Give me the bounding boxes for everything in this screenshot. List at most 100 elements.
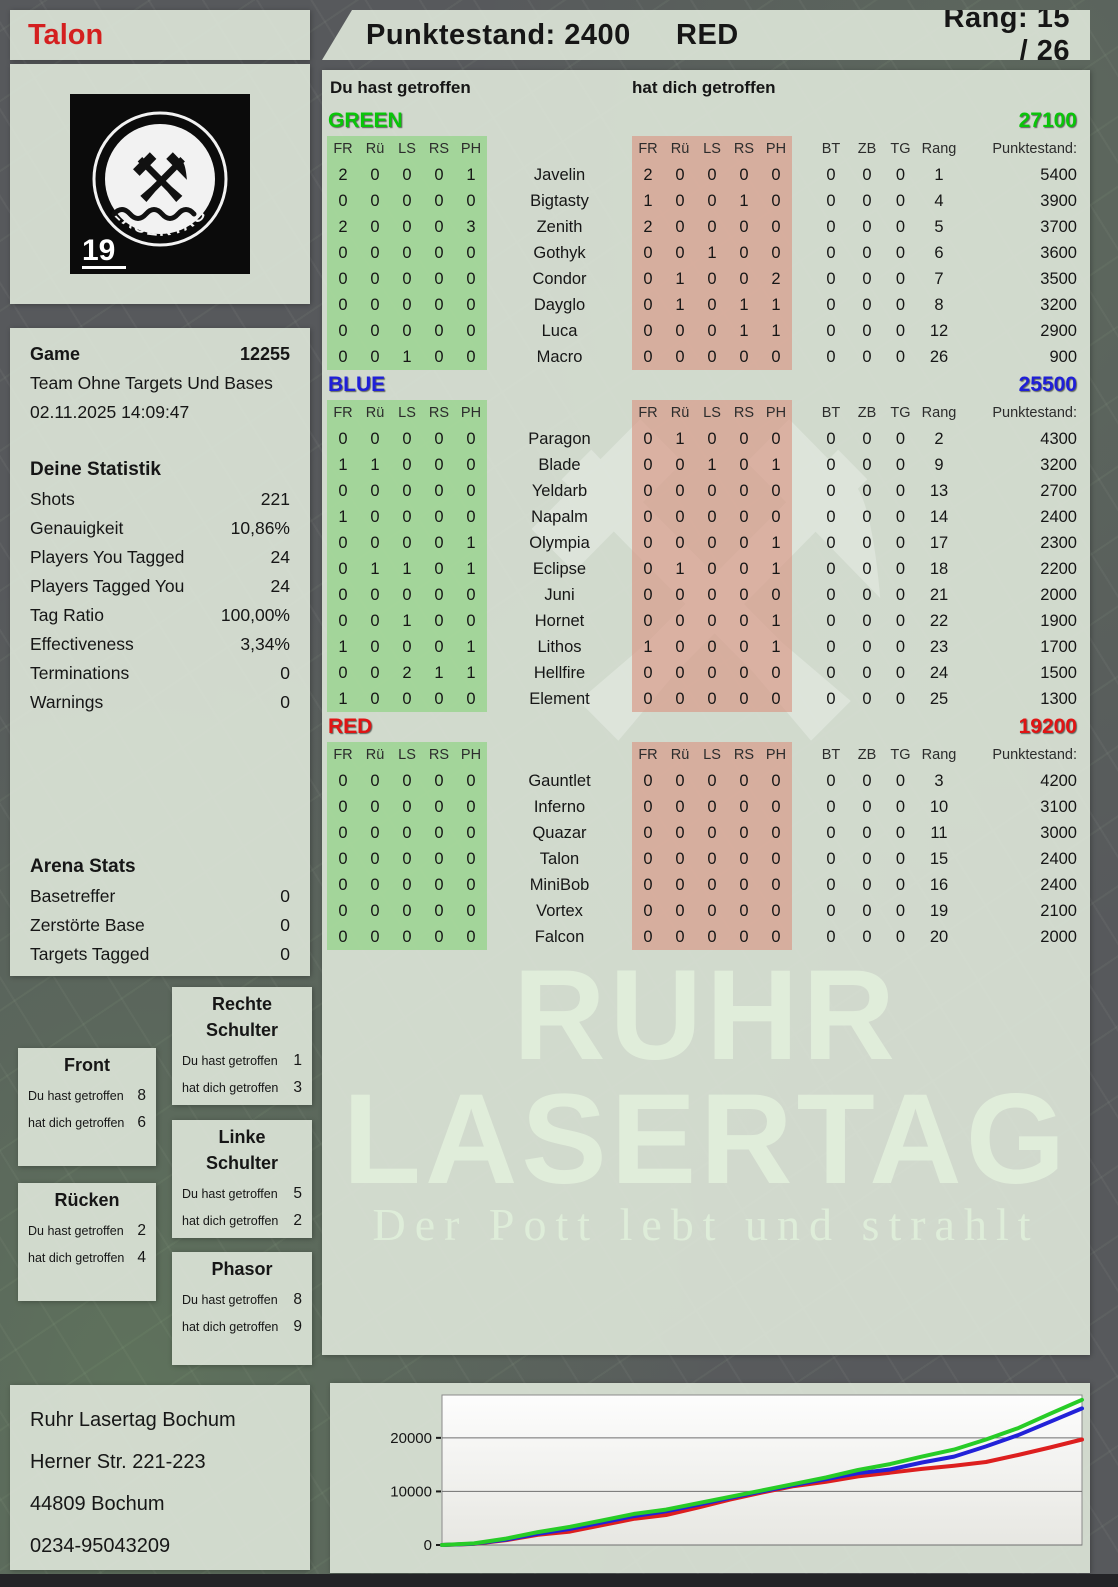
col-header: TG bbox=[890, 405, 911, 421]
player-name: Luca bbox=[541, 321, 578, 340]
hit-you-value: 0 bbox=[696, 556, 728, 582]
you-hit-value: 0 bbox=[327, 608, 359, 634]
player-row-blade: 1 1 0 0 0 Blade 0 0 1 0 1 0 0 0 9 3200 bbox=[322, 452, 1090, 478]
zb-value: 0 bbox=[862, 507, 872, 526]
bt-value: 0 bbox=[826, 559, 836, 578]
tg-value: 0 bbox=[895, 611, 906, 630]
col-header: LS bbox=[391, 136, 423, 162]
you-hit-value: 0 bbox=[455, 426, 487, 452]
hit-you-value: 1 bbox=[760, 292, 792, 318]
hit-you-value: 0 bbox=[728, 846, 760, 872]
bt-value: 0 bbox=[826, 585, 836, 604]
rank-value: 23 bbox=[929, 637, 949, 656]
hit-you-value: 0 bbox=[632, 266, 664, 292]
hit-you-value: 0 bbox=[760, 846, 792, 872]
you-hit-value: 0 bbox=[423, 608, 455, 634]
spacer bbox=[792, 292, 812, 318]
hit-you-value: 1 bbox=[664, 556, 696, 582]
player-row-falcon: 0 0 0 0 0 Falcon 0 0 0 0 0 0 0 0 20 2000 bbox=[322, 924, 1090, 950]
you-hit-value: 2 bbox=[327, 162, 359, 188]
you-hit-value: 0 bbox=[359, 318, 391, 344]
rank-value: 18 bbox=[929, 559, 949, 578]
you-hit-value: 0 bbox=[455, 794, 487, 820]
you-hit-value: 0 bbox=[359, 344, 391, 370]
bodypart-got-row: hat dich getroffen 3 bbox=[182, 1079, 302, 1096]
col-header: ZB bbox=[857, 141, 877, 157]
spacer bbox=[792, 820, 812, 846]
hit-you-value: 1 bbox=[696, 240, 728, 266]
hit-you-value: 0 bbox=[664, 478, 696, 504]
you-hit-value: 0 bbox=[327, 344, 359, 370]
stat-row: Players Tagged You 24 bbox=[30, 576, 290, 596]
hit-you-value: 0 bbox=[760, 214, 792, 240]
you-hit-value: 0 bbox=[391, 924, 423, 950]
bt-value: 0 bbox=[826, 165, 836, 184]
you-hit-value: 0 bbox=[391, 188, 423, 214]
rank-value: 17 bbox=[929, 533, 949, 552]
you-hit-value: 0 bbox=[423, 214, 455, 240]
rank-value: 20 bbox=[929, 927, 949, 946]
you-hit-value: 0 bbox=[359, 872, 391, 898]
player-name: Paragon bbox=[528, 429, 591, 448]
zb-value: 0 bbox=[862, 689, 872, 708]
you-hit-column-label: Du hast getroffen bbox=[330, 78, 471, 97]
you-hit-value: 0 bbox=[391, 452, 423, 478]
you-hit-value: 0 bbox=[455, 608, 487, 634]
you-hit-value: 3 bbox=[455, 214, 487, 240]
zb-value: 0 bbox=[862, 533, 872, 552]
points-value: 3700 bbox=[1040, 217, 1077, 236]
tg-value: 0 bbox=[895, 429, 906, 448]
hit-you-value: 0 bbox=[664, 240, 696, 266]
col-header: FR bbox=[632, 400, 664, 426]
game-row: Game 12255 bbox=[30, 340, 290, 369]
stat-row: Effectiveness 3,34% bbox=[30, 634, 290, 654]
spacer bbox=[792, 240, 812, 266]
hit-you-value: 0 bbox=[664, 686, 696, 712]
hit-you-value: 0 bbox=[664, 608, 696, 634]
hit-you-value: 0 bbox=[728, 924, 760, 950]
hit-you-value: 0 bbox=[632, 582, 664, 608]
player-name: Dayglo bbox=[533, 295, 586, 314]
hit-you-value: 1 bbox=[632, 634, 664, 660]
bt-value: 0 bbox=[826, 533, 836, 552]
stat-row: Genauigkeit 10,86% bbox=[30, 518, 290, 538]
points-value: 2700 bbox=[1040, 481, 1077, 500]
stat-row: Basetreffer 0 bbox=[30, 886, 290, 906]
hit-you-value: 0 bbox=[728, 608, 760, 634]
col-header: Rang bbox=[921, 747, 957, 763]
hit-you-value: 0 bbox=[632, 292, 664, 318]
player-name: Eclipse bbox=[532, 559, 587, 578]
bt-value: 0 bbox=[826, 455, 836, 474]
player-name: Yeldarb bbox=[531, 481, 588, 500]
name-col-header bbox=[487, 136, 632, 162]
points-value: 2200 bbox=[1040, 559, 1077, 578]
stat-row: Tag Ratio 100,00% bbox=[30, 605, 290, 625]
tg-value: 0 bbox=[895, 269, 906, 288]
col-header: Punktestand: bbox=[992, 141, 1077, 157]
you-hit-value: 0 bbox=[391, 686, 423, 712]
hit-you-value: 1 bbox=[760, 556, 792, 582]
player-name-panel: Talon bbox=[10, 10, 310, 60]
hit-you-value: 0 bbox=[664, 530, 696, 556]
points-value: 3200 bbox=[1040, 455, 1077, 474]
bodypart-title: Linke Schulter bbox=[205, 1127, 279, 1173]
you-hit-value: 0 bbox=[391, 768, 423, 794]
hit-you-value: 0 bbox=[696, 318, 728, 344]
game-mode: Team Ohne Targets Und Bases bbox=[30, 373, 273, 393]
bt-value: 0 bbox=[826, 637, 836, 656]
rank-value: 5 bbox=[934, 217, 944, 236]
venue-phone: 0234-95043209 bbox=[30, 1535, 171, 1557]
you-hit-value: 0 bbox=[359, 214, 391, 240]
hit-you-value: 0 bbox=[632, 556, 664, 582]
bodypart-box-front: Front Du hast getroffen 8 hat dich getrof… bbox=[18, 1048, 156, 1166]
player-name: Gothyk bbox=[533, 243, 586, 262]
points-value: 2300 bbox=[1040, 533, 1077, 552]
you-hit-value: 0 bbox=[455, 768, 487, 794]
player-row-olympia: 0 0 0 0 1 Olympia 0 0 0 0 1 0 0 0 17 2300 bbox=[322, 530, 1090, 556]
bodypart-title: Rücken bbox=[54, 1190, 120, 1210]
spacer bbox=[792, 478, 812, 504]
venue-street: Herner Str. 221-223 bbox=[30, 1451, 206, 1473]
points-value: 3500 bbox=[1040, 269, 1077, 288]
you-hit-value: 0 bbox=[359, 660, 391, 686]
col-header: Rü bbox=[359, 742, 391, 768]
